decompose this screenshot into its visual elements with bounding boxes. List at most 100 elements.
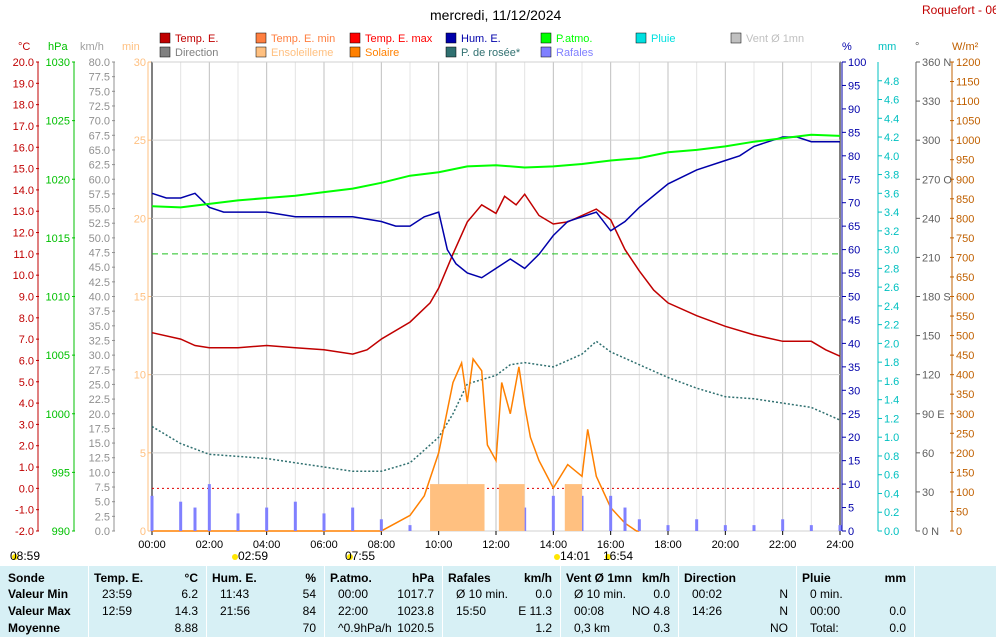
hum-tick-label: 100: [848, 57, 866, 69]
hum-tick-label: 95: [848, 80, 860, 92]
table-header-unit: %: [305, 571, 316, 585]
table-col: Rafales km/h Ø 10 min. 0.0 15:50 E 11.3 1.2: [442, 566, 560, 637]
rain-tick-label: 1.0: [884, 432, 899, 444]
rain-tick-label: 4.8: [884, 76, 899, 88]
unit-label: min: [122, 41, 140, 53]
rain-tick-label: 0.6: [884, 470, 899, 482]
wind-tick-label: 15.0: [89, 438, 110, 450]
wind-tick-label: 65.0: [89, 145, 110, 157]
solar-tick-label: 150: [956, 467, 974, 479]
wind-tick-label: 67.5: [89, 130, 110, 142]
wind-tick-label: 52.5: [89, 218, 110, 230]
wind-tick-label: 12.5: [89, 453, 110, 465]
legend-swatch: [159, 46, 171, 58]
table-cell-sub: 15:50: [456, 604, 487, 618]
temp-tick-label: -2.0: [15, 526, 34, 538]
hum-tick-label: 40: [848, 338, 860, 350]
hum-tick-label: 50: [848, 292, 860, 304]
table-col: Vent Ø 1mn km/h Ø 10 min. 0.0 00:08 NO 4.8 0,3…: [560, 566, 678, 637]
table-cell-value: E 11.3: [518, 604, 552, 618]
axis-unit-labels: °C hPa km/h min% mm ° W/m²: [18, 41, 979, 53]
sun-icon: [12, 553, 18, 560]
legend-label: Direction: [175, 47, 218, 59]
legend-label: P. de rosée*: [461, 47, 521, 59]
wind-tick-label: 5.0: [95, 497, 110, 509]
press-tick-label: 1015: [46, 233, 70, 245]
solar-tick-label: 50: [956, 506, 968, 518]
dir-tick-label: 360 N: [922, 57, 951, 69]
solar-tick-label: 700: [956, 252, 974, 264]
table-header: P.atmo.: [330, 571, 372, 585]
hum-tick-label: 65: [848, 221, 860, 233]
legend-swatch: [540, 46, 552, 58]
wind-tick-label: 80.0: [89, 57, 110, 69]
hum-tick-label: 90: [848, 104, 860, 116]
solar-tick-label: 900: [956, 174, 974, 186]
wind-tick-label: 47.5: [89, 248, 110, 260]
solar-tick-label: 1100: [956, 96, 980, 108]
dir-tick-label: 90 E: [922, 409, 945, 421]
rain-tick-label: 2.8: [884, 263, 899, 275]
hum-tick-label: 55: [848, 268, 860, 280]
table-cell-sub: 0 min.: [810, 587, 843, 601]
table-cell-sub: ^0.9hPa/h: [338, 621, 392, 635]
solar-tick-label: 1200: [956, 57, 980, 69]
rain-tick-label: 2.6: [884, 282, 899, 294]
rain-tick-label: 4.6: [884, 95, 899, 107]
table-cell-value: 1017.7: [397, 587, 434, 601]
table-cell-value: 0.0: [889, 621, 906, 635]
wind-tick-label: 50.0: [89, 233, 110, 245]
press-tick-label: 1025: [46, 116, 70, 128]
table-cell-value: 54: [302, 587, 316, 601]
table-cell-value: 6.2: [181, 587, 198, 601]
dir-tick-label: 300: [922, 135, 940, 147]
rain-tick-label: 0.2: [884, 507, 899, 519]
dir-tick-label: 210: [922, 252, 940, 264]
temp-tick-label: 2.0: [19, 441, 34, 453]
table-col: Direction 00:02 N 14:26 N NO: [678, 566, 796, 637]
sunshine-bar: [498, 484, 525, 531]
series-line: [151, 340, 841, 473]
table-cell-sub: Ø 10 min.: [574, 587, 627, 601]
sun-tick-label: 20: [134, 213, 146, 225]
rain-tick-label: 3.6: [884, 188, 899, 200]
wind-tick-label: 35.0: [89, 321, 110, 333]
table-header: Sonde: [8, 571, 45, 585]
dir-tick-label: 330: [922, 96, 940, 108]
table-cell-sub: 11:43: [220, 587, 250, 601]
time-tick-label: 06:00: [310, 539, 338, 549]
legend-label: Pluie: [651, 33, 675, 45]
legend-swatch: [255, 32, 267, 44]
wind-tick-label: 27.5: [89, 365, 110, 377]
table-cell-value: 8.88: [174, 621, 198, 635]
table-cell-sub: Total:: [810, 621, 839, 635]
rain-tick-label: 1.8: [884, 357, 899, 369]
temp-tick-label: 17.0: [13, 121, 34, 133]
dir-tick-label: 30: [922, 487, 934, 499]
unit-label: %: [842, 41, 852, 53]
legend-label: Vent Ø 1mn: [746, 33, 804, 45]
sun-icon: [554, 553, 560, 560]
unit-label: mm: [878, 41, 896, 53]
table-col-sonde: Sonde Valeur Min Valeur Max Moyenne: [0, 566, 88, 637]
rain-tick-label: 4.0: [884, 151, 899, 163]
wind-tick-label: 42.5: [89, 277, 110, 289]
series-layer: [150, 133, 842, 532]
hum-tick-label: 25: [848, 409, 860, 421]
temp-tick-label: 9.0: [19, 292, 34, 304]
table-header-unit: mm: [884, 571, 906, 585]
press-tick-label: 1005: [46, 350, 70, 362]
solar-tick-label: 500: [956, 331, 974, 343]
dir-tick-label: 0 N: [922, 526, 939, 538]
series-line: [151, 136, 840, 279]
table-header-unit: °C: [184, 571, 198, 585]
wind-tick-label: 77.5: [89, 72, 110, 84]
solar-tick-label: 1150: [956, 77, 980, 89]
table-cell-value: 1020.5: [397, 621, 434, 635]
legend-swatch: [445, 46, 457, 58]
temp-tick-label: 0.0: [19, 483, 34, 495]
table-col: Temp. E. °C 23:59 6.2 12:59 14.3 8.88: [88, 566, 206, 637]
legend-swatch: [349, 32, 361, 44]
station-name: Roquefort - 06: [922, 3, 996, 17]
press-tick-label: 1010: [46, 292, 70, 304]
